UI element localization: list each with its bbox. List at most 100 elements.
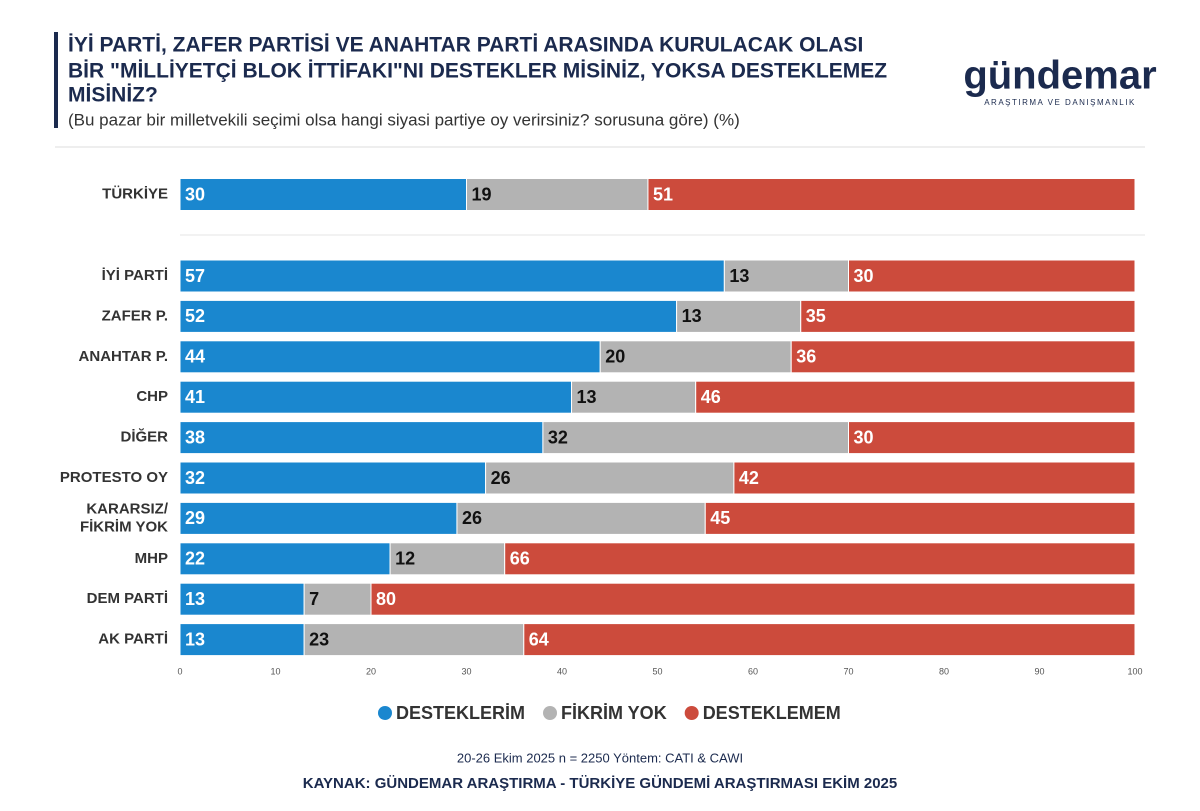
category-label: DİĞER — [120, 428, 168, 446]
category-label: MHP — [135, 550, 168, 567]
bar-segment — [523, 623, 1136, 657]
category-label: PROTESTO OY — [60, 469, 168, 486]
bar-segment — [179, 501, 458, 535]
value-label: 20 — [605, 347, 625, 367]
category-label: TÜRKİYE — [102, 185, 168, 202]
legend-marker — [378, 706, 392, 720]
value-label: 64 — [529, 629, 549, 649]
x-tick-label: 60 — [748, 666, 758, 676]
bar-segment — [485, 461, 735, 495]
x-tick-label: 40 — [557, 666, 567, 676]
value-label: 19 — [472, 184, 492, 204]
bar-segment — [647, 178, 1136, 211]
bar-segment — [504, 542, 1136, 576]
bar-segment — [179, 461, 487, 495]
title-line: BİR "MİLLİYETÇİ BLOK İTTİFAKI"NI DESTEKL… — [68, 60, 887, 83]
value-label: 13 — [729, 266, 749, 286]
x-tick-label: 90 — [1034, 666, 1044, 676]
bar-segment — [303, 623, 525, 657]
x-tick-label: 0 — [177, 666, 182, 676]
bar-segment — [179, 421, 544, 455]
logo-subtitle: ARAŞTIRMA VE DANIŞMANLIK — [984, 98, 1136, 107]
value-label: 12 — [395, 549, 415, 569]
bar-segment — [466, 178, 649, 211]
value-label: 22 — [185, 549, 205, 569]
value-label: 13 — [185, 629, 205, 649]
x-tick-label: 10 — [270, 666, 280, 676]
bar-segment — [179, 259, 725, 293]
title-accent — [54, 32, 58, 128]
legend-label: FİKRİM YOK — [561, 703, 667, 723]
legend-label: DESTEKLEMEM — [703, 703, 841, 723]
category-label: AK PARTİ — [98, 631, 168, 648]
value-label: 52 — [185, 306, 205, 326]
value-label: 32 — [185, 468, 205, 488]
x-tick-label: 70 — [843, 666, 853, 676]
bar-segment — [179, 178, 467, 211]
bar-segment — [542, 421, 850, 455]
logo: gündemar — [963, 54, 1156, 98]
bar-segment — [704, 501, 1136, 535]
bar-segment — [733, 461, 1136, 495]
legend-marker — [543, 706, 558, 720]
value-label: 13 — [185, 589, 205, 609]
legend-marker — [684, 706, 699, 720]
value-label: 35 — [806, 306, 826, 326]
category-label: İYİ PARTİ — [102, 267, 168, 284]
title-line: MİSİNİZ? — [68, 84, 158, 107]
bar-segment — [848, 259, 1136, 293]
value-label: 80 — [376, 589, 396, 609]
value-label: 13 — [577, 387, 597, 407]
value-label: 36 — [796, 347, 816, 367]
value-label: 41 — [185, 387, 205, 407]
source: KAYNAK: GÜNDEMAR ARAŞTIRMA - TÜRKİYE GÜN… — [303, 775, 897, 792]
value-label: 42 — [739, 468, 759, 488]
value-label: 13 — [682, 306, 702, 326]
bar-segment — [571, 380, 697, 414]
bar-segment — [179, 380, 573, 414]
value-label: 26 — [462, 508, 482, 528]
category-label: DEM PARTİ — [87, 590, 168, 607]
bar-segment — [723, 259, 849, 293]
category-label: CHP — [136, 388, 168, 405]
bar-segment — [676, 299, 802, 333]
value-label: 26 — [491, 468, 511, 488]
x-tick-label: 80 — [939, 666, 949, 676]
value-label: 51 — [653, 184, 673, 204]
value-label: 44 — [185, 347, 205, 367]
value-label: 38 — [185, 427, 205, 447]
bar-segment — [848, 421, 1136, 455]
bar-segment — [790, 340, 1136, 374]
bar-segment — [800, 299, 1136, 333]
legend-label: DESTEKLERİM — [396, 703, 525, 723]
x-tick-label: 100 — [1127, 666, 1142, 676]
value-label: 30 — [854, 427, 874, 447]
value-label: 30 — [185, 184, 205, 204]
value-label: 45 — [710, 508, 730, 528]
bar-segment — [599, 340, 792, 374]
value-label: 30 — [854, 266, 874, 286]
category-label: ZAFER P. — [102, 307, 168, 324]
value-label: 46 — [701, 387, 721, 407]
bar-segment — [456, 501, 706, 535]
value-label: 7 — [309, 589, 319, 609]
bar-segment — [370, 582, 1136, 616]
bar-segment — [389, 542, 506, 576]
category-label: KARARSIZ/FİKRİM YOK — [80, 500, 169, 535]
x-tick-label: 50 — [652, 666, 662, 676]
value-label: 32 — [548, 427, 568, 447]
bar-segment — [179, 299, 678, 333]
note: 20-26 Ekim 2025 n = 2250 Yöntem: CATI & … — [457, 750, 743, 765]
category-label: ANAHTAR P. — [79, 348, 168, 365]
subtitle: (Bu pazar bir milletvekili seçimi olsa h… — [68, 110, 740, 129]
x-tick-label: 30 — [461, 666, 471, 676]
title-line: İYİ PARTİ, ZAFER PARTİSİ VE ANAHTAR PART… — [68, 34, 863, 57]
value-label: 29 — [185, 508, 205, 528]
x-tick-label: 20 — [366, 666, 376, 676]
bar-segment — [179, 623, 305, 657]
value-label: 23 — [309, 629, 329, 649]
bar-segment — [695, 380, 1136, 414]
value-label: 57 — [185, 266, 205, 286]
value-label: 66 — [510, 549, 530, 569]
